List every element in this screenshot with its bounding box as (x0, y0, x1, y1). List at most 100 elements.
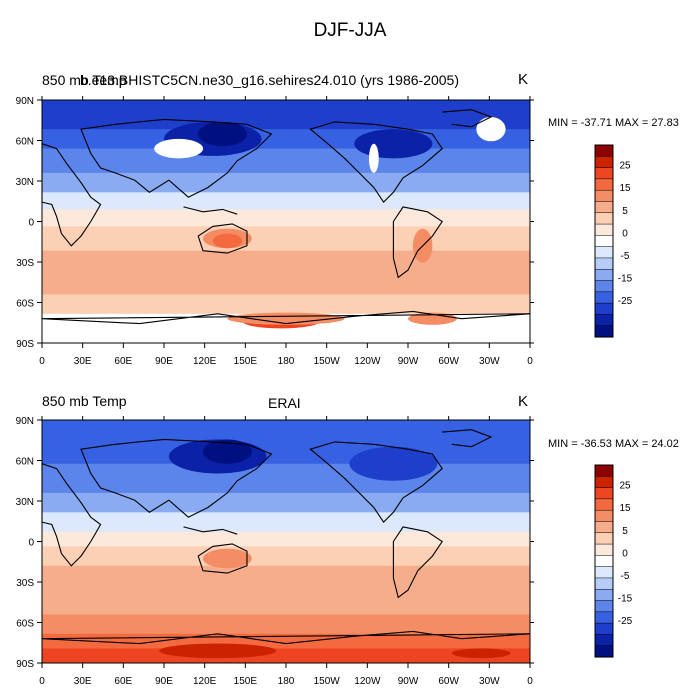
colorbar-bin (594, 521, 614, 534)
x-tick-label: 180 (278, 676, 295, 687)
colorbar-bin (594, 246, 614, 259)
x-tick-label: 60W (438, 676, 459, 687)
colorbar-label: -5 (621, 251, 630, 262)
colorbar-label: 15 (619, 503, 631, 514)
x-tick-label: 90W (398, 356, 419, 367)
x-tick-label: 30E (74, 356, 92, 367)
colorbar-label: 5 (622, 526, 628, 537)
coastlines (41, 109, 531, 325)
temperature-field (42, 100, 530, 343)
colorbar-bin (594, 291, 614, 304)
colorbar-bin (594, 600, 614, 613)
colorbar-bin (594, 189, 614, 203)
panel-2-colorbar: 25 15 5 0 -5 -15 -25 (594, 464, 633, 658)
colorbar-bin (594, 532, 614, 545)
colorbar-label: -25 (618, 616, 633, 627)
panel-1-center-label: b.e13.BHISTC5CN.ne30_g16.sehires24.010 (… (80, 72, 460, 88)
y-tick-label: 30S (16, 578, 34, 589)
colorbar-bin (594, 314, 614, 327)
y-tick-label: 60S (16, 299, 34, 310)
colorbar-label: 25 (619, 481, 631, 492)
colorbar-bin (594, 201, 614, 214)
colorbar-label: 0 (622, 228, 628, 239)
x-tick-label: 150E (234, 676, 258, 687)
colorbar-label: 0 (622, 548, 628, 559)
colorbar-label: 5 (622, 206, 628, 217)
x-tick-label: 180 (278, 356, 295, 367)
y-tick-label: 90S (16, 659, 34, 670)
colorbar-bin (594, 622, 614, 635)
x-tick-label: 60E (114, 356, 132, 367)
x-tick-label: 30W (479, 356, 500, 367)
x-tick-label: 120E (193, 356, 217, 367)
panel-1-colorbar: 25 15 5 0 -5 -15 -25 (594, 144, 633, 338)
colorbar-bin (594, 167, 614, 180)
colorbar-label: -15 (618, 274, 633, 285)
colorbar-bin (594, 302, 614, 315)
panel-1-left-label: 850 mb Temp (42, 72, 127, 88)
colorbar-bin (594, 476, 614, 489)
colorbar-bin (594, 555, 614, 568)
x-tick-label: 150E (234, 356, 258, 367)
panel-2-stats: MIN = -36.53 MAX = 24.02 (548, 438, 679, 450)
colorbar-label: -15 (618, 594, 633, 605)
y-tick-label: 90N (16, 416, 34, 427)
colorbar-label: -25 (618, 296, 633, 307)
panel-1-map: 0 30E 60E 90E 120E 150E 180 150W 120W 90W 60W 30W 0 9… (16, 96, 534, 367)
panel-2-map: 0 30E 60E 90E 120E 150E 180 150W 120W 90W 60W 30W 09… (16, 416, 534, 687)
y-tick-label: 60S (16, 619, 34, 630)
colorbar-bin (594, 577, 614, 590)
colorbar-bin (594, 257, 614, 270)
y-tick-label: 90N (16, 96, 34, 107)
x-tick-label: 30E (74, 676, 92, 687)
x-tick-label: 0 (527, 676, 533, 687)
colorbar-bin (594, 498, 614, 511)
colorbar-bin (594, 325, 614, 338)
panel-2-units: K (518, 393, 529, 410)
colorbar-bin (594, 223, 614, 236)
panel-2-left-label: 850 mb Temp (42, 393, 127, 409)
colorbar-bin (594, 144, 614, 157)
colorbar-bin (594, 235, 614, 248)
colorbar-bin (594, 588, 614, 602)
coastlines (41, 429, 531, 645)
colorbar-bin (594, 464, 614, 477)
y-tick-label: 60N (16, 137, 34, 148)
x-tick-label: 60E (114, 676, 132, 687)
y-tick-label: 0 (28, 218, 34, 229)
x-tick-label: 0 (39, 356, 45, 367)
x-tick-label: 120E (193, 676, 217, 687)
x-tick-label: 90E (155, 356, 173, 367)
x-tick-label: 120W (354, 676, 381, 687)
y-tick-label: 30S (16, 258, 34, 269)
y-tick-label: 60N (16, 457, 34, 468)
panel-1-units: K (518, 71, 529, 88)
x-tick-label: 120W (354, 356, 381, 367)
colorbar-bin (594, 212, 614, 225)
colorbar-bin (594, 268, 614, 282)
colorbar-bin (594, 611, 614, 624)
colorbar-bin (594, 566, 614, 579)
figure-title: DJF-JJA (313, 20, 387, 41)
panel-1-stats: MIN = -37.71 MAX = 27.83 (548, 117, 679, 129)
x-tick-label: 0 (39, 676, 45, 687)
colorbar-label: 15 (619, 183, 631, 194)
colorbar-label: 25 (619, 161, 631, 172)
x-tick-label: 0 (527, 356, 533, 367)
x-tick-label: 150W (314, 356, 341, 367)
colorbar-bin (594, 280, 614, 293)
x-tick-label: 150W (314, 676, 341, 687)
x-tick-label: 90W (398, 676, 419, 687)
colorbar-label: -5 (621, 571, 630, 582)
colorbar-bin (594, 509, 614, 523)
panel-2-center-label: ERAI (268, 395, 301, 411)
colorbar-bin (594, 178, 614, 191)
colorbar-bin (594, 645, 614, 658)
colorbar-bin (594, 487, 614, 500)
x-tick-label: 60W (438, 356, 459, 367)
colorbar-bin (594, 634, 614, 647)
colorbar-bin (594, 543, 614, 556)
x-tick-label: 30W (479, 676, 500, 687)
y-tick-label: 0 (28, 538, 34, 549)
colorbar-bin (594, 156, 614, 169)
